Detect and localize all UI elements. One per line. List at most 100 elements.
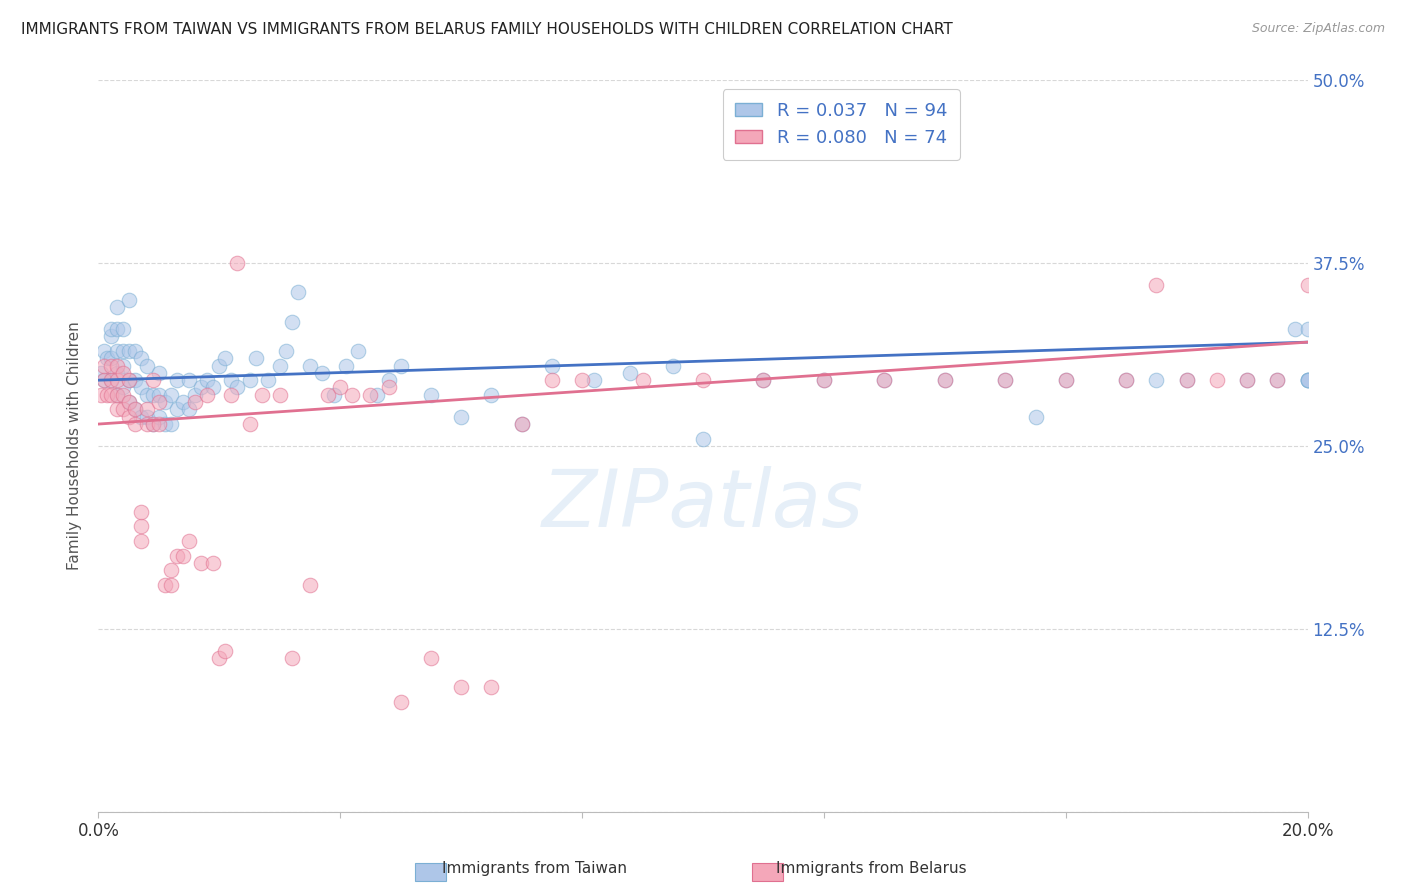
Point xyxy=(202,380,225,394)
Point xyxy=(214,644,236,658)
Point xyxy=(142,417,165,431)
Point xyxy=(329,380,352,394)
Point xyxy=(692,432,714,446)
Point xyxy=(1296,322,1319,336)
Point xyxy=(214,351,236,366)
Point xyxy=(342,388,364,402)
Point xyxy=(1236,373,1258,387)
Point xyxy=(335,359,357,373)
Point xyxy=(111,402,134,417)
Point xyxy=(994,373,1017,387)
Point xyxy=(135,417,157,431)
Point xyxy=(256,373,278,387)
Point xyxy=(90,388,112,402)
Point xyxy=(100,329,122,343)
Point xyxy=(1024,409,1046,424)
Point xyxy=(934,373,956,387)
Point xyxy=(105,373,128,387)
Point xyxy=(481,681,503,695)
Point xyxy=(111,359,134,373)
Point xyxy=(105,322,128,336)
Point xyxy=(124,343,146,358)
Y-axis label: Family Households with Children: Family Households with Children xyxy=(67,322,83,570)
Point xyxy=(105,388,128,402)
Point xyxy=(148,395,170,409)
Point xyxy=(105,366,128,380)
Point xyxy=(118,343,141,358)
Point xyxy=(510,417,533,431)
Point xyxy=(129,519,152,533)
Point xyxy=(316,388,339,402)
Point xyxy=(172,549,194,563)
Point xyxy=(287,285,309,300)
Point xyxy=(111,343,134,358)
Point xyxy=(583,373,606,387)
Point xyxy=(269,359,291,373)
Point xyxy=(148,388,170,402)
Point xyxy=(135,388,157,402)
Point xyxy=(873,373,896,387)
Point xyxy=(274,343,297,358)
Point xyxy=(111,366,134,380)
Point xyxy=(250,388,273,402)
Point xyxy=(93,343,115,358)
Point xyxy=(1054,373,1077,387)
Point xyxy=(111,322,134,336)
Point xyxy=(179,402,201,417)
Point xyxy=(100,373,122,387)
Point xyxy=(873,373,896,387)
Point xyxy=(96,351,118,366)
Point xyxy=(100,359,122,373)
Point xyxy=(281,651,304,665)
Point xyxy=(111,380,134,394)
Point xyxy=(571,373,593,387)
Point xyxy=(1296,373,1319,387)
Point xyxy=(692,373,714,387)
Point xyxy=(226,256,249,270)
Point xyxy=(142,388,165,402)
Text: ZIPatlas: ZIPatlas xyxy=(541,466,865,543)
Point xyxy=(160,563,183,577)
Point xyxy=(166,549,188,563)
Point xyxy=(118,395,141,409)
Point xyxy=(179,373,201,387)
Point xyxy=(281,315,304,329)
Point xyxy=(184,395,207,409)
Point xyxy=(226,380,249,394)
Point xyxy=(269,388,291,402)
Point xyxy=(160,417,183,431)
Point xyxy=(129,534,152,549)
Point xyxy=(135,359,157,373)
Point xyxy=(347,343,370,358)
Point xyxy=(142,373,165,387)
Point xyxy=(239,373,262,387)
Point xyxy=(90,366,112,380)
Point xyxy=(105,359,128,373)
Point xyxy=(118,395,141,409)
Point xyxy=(148,409,170,424)
Point xyxy=(221,373,243,387)
Point xyxy=(124,373,146,387)
Point xyxy=(153,578,176,592)
Point xyxy=(1284,322,1306,336)
Point xyxy=(105,300,128,314)
Point xyxy=(540,359,562,373)
Point xyxy=(118,293,141,307)
Point xyxy=(299,578,322,592)
Point xyxy=(934,373,956,387)
Point xyxy=(190,380,212,394)
Point xyxy=(1296,373,1319,387)
Point xyxy=(299,359,322,373)
Point xyxy=(148,366,170,380)
Point xyxy=(1267,373,1289,387)
Point xyxy=(172,395,194,409)
Point xyxy=(129,505,152,519)
Point xyxy=(377,380,399,394)
Point xyxy=(118,373,141,387)
Point xyxy=(1115,373,1137,387)
Point xyxy=(208,651,231,665)
Point xyxy=(481,388,503,402)
Point xyxy=(420,651,443,665)
Point xyxy=(239,417,262,431)
Point xyxy=(160,578,183,592)
